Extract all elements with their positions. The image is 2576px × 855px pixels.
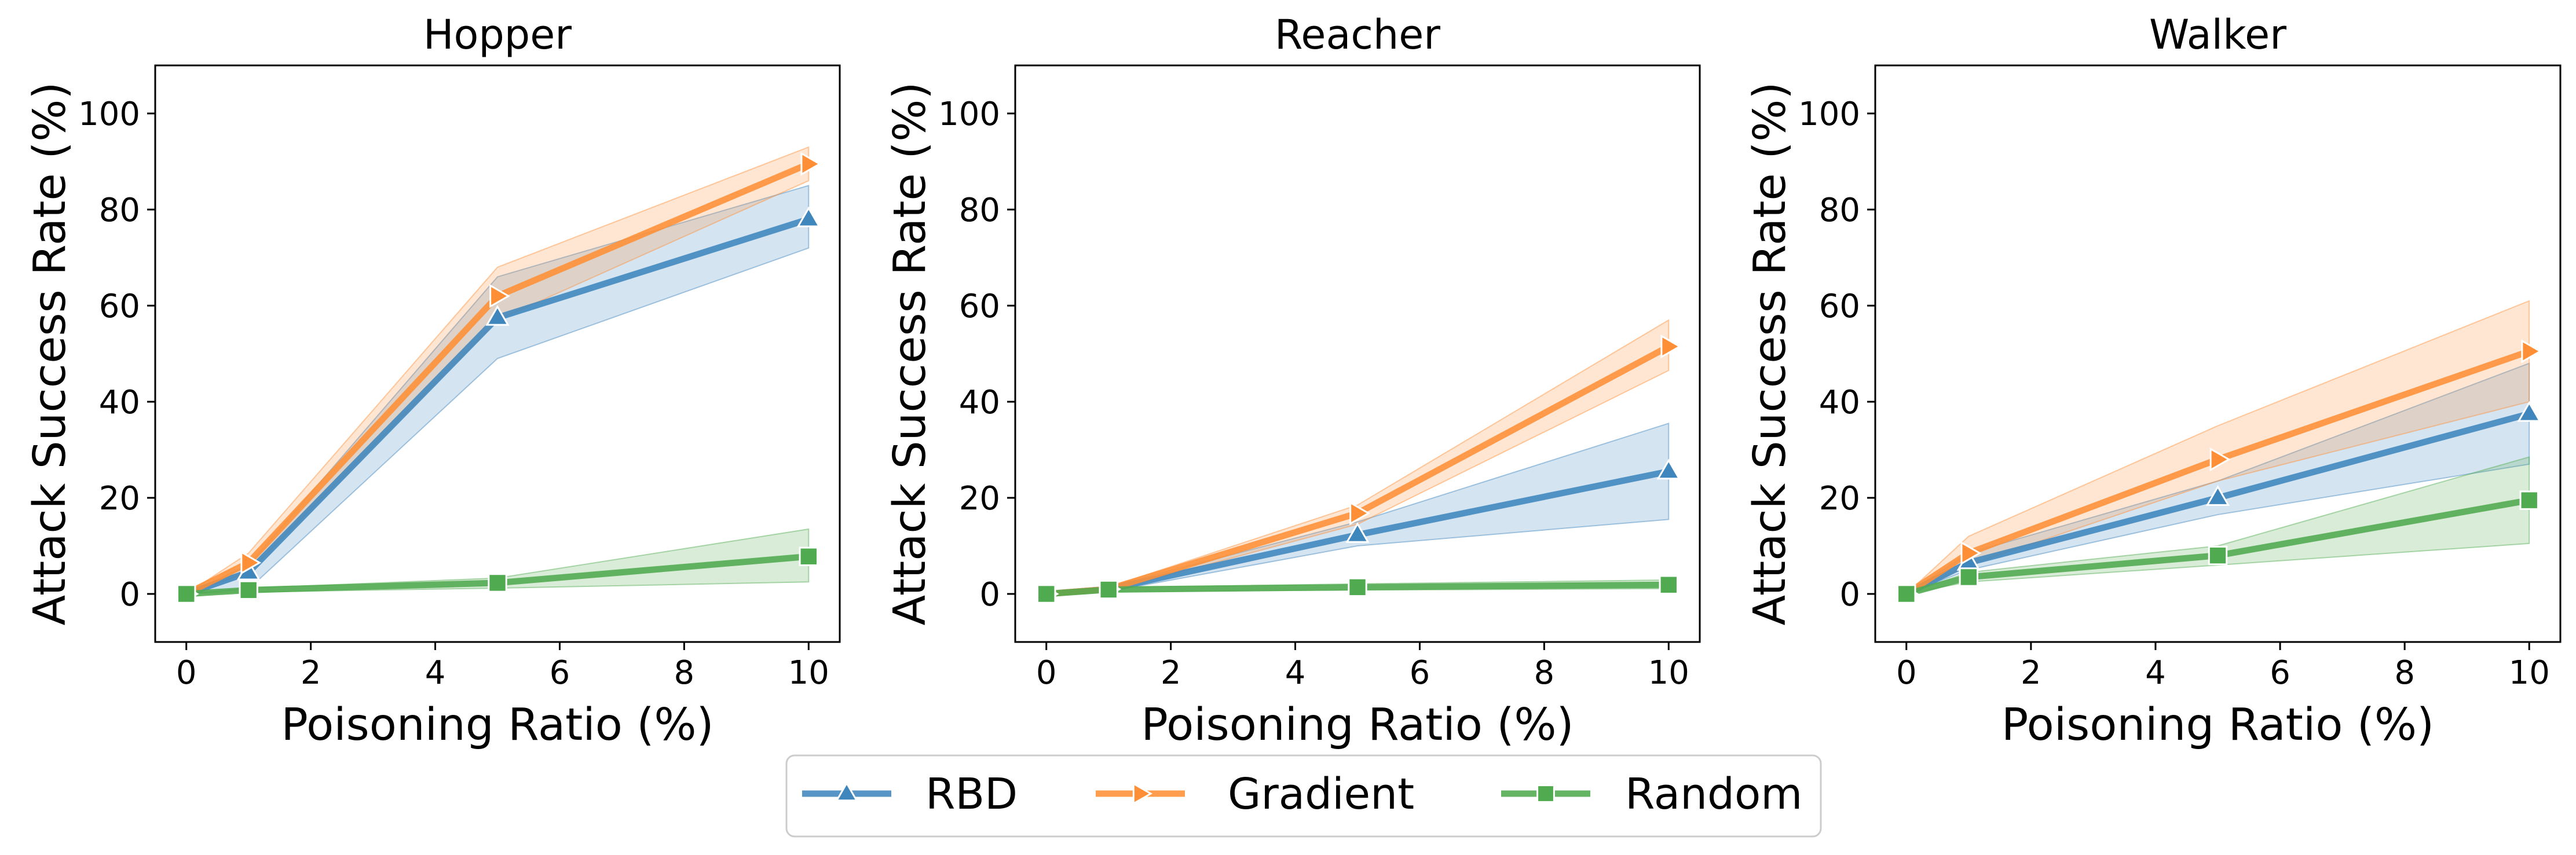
point-gradient-x1 — [240, 551, 262, 575]
y-tick-label: 60 — [1819, 288, 1860, 325]
point-rbd-x10 — [2517, 401, 2541, 422]
y-tick-label: 80 — [1819, 192, 1860, 229]
legend-marker-random — [1536, 784, 1555, 803]
y-tick-label: 20 — [99, 480, 140, 518]
point-gradient-x10 — [1660, 334, 1682, 359]
x-axis-label: Poisoning Ratio (%) — [281, 699, 713, 751]
line-random — [1046, 581, 1669, 597]
y-tick-label: 0 — [119, 576, 140, 614]
point-rbd-x10 — [796, 206, 821, 227]
panel-title: Reacher — [1275, 11, 1440, 58]
point-rbd-x10 — [1656, 458, 1681, 480]
legend-item-random: Random — [1501, 769, 1802, 819]
x-tick-label: 10 — [2509, 654, 2550, 692]
legend-item-rbd: RBD — [802, 769, 1018, 819]
x-tick-label: 2 — [301, 654, 321, 692]
legend-label-rbd: RBD — [925, 769, 1018, 819]
x-tick-label: 10 — [788, 654, 829, 692]
x-tick-label: 4 — [425, 654, 446, 692]
line-random — [186, 553, 809, 597]
x-tick-label: 6 — [1410, 654, 1430, 692]
point-random-x1 — [1099, 579, 1118, 600]
line-gradient — [185, 161, 810, 597]
point-random-x10 — [799, 546, 818, 566]
y-tick-label: 40 — [959, 384, 1000, 421]
point-random-x5 — [2208, 545, 2228, 566]
x-tick-label: 6 — [2270, 654, 2290, 692]
x-tick-label: 0 — [1896, 654, 1917, 692]
legend-item-gradient: Gradient — [1096, 769, 1414, 819]
legend-box — [785, 754, 1822, 838]
line-rbd — [1905, 410, 2530, 597]
axes-frame — [154, 64, 841, 643]
y-tick-label: 40 — [99, 384, 140, 421]
line-rbd — [185, 216, 810, 597]
x-tick-label: 0 — [1036, 654, 1057, 692]
line-random — [1905, 497, 2530, 597]
y-tick-label: 0 — [979, 576, 1000, 614]
legend-marker-rbd — [835, 781, 858, 802]
y-tick-label: 0 — [1839, 576, 1860, 614]
y-tick-label: 60 — [99, 288, 140, 325]
x-tick-label: 2 — [2021, 654, 2041, 692]
x-tick-label: 0 — [176, 654, 197, 692]
x-tick-label: 4 — [1285, 654, 1306, 692]
point-gradient-x5 — [2209, 447, 2231, 472]
point-gradient-x10 — [2521, 339, 2542, 364]
point-rbd-x5 — [485, 304, 510, 326]
x-tick-label: 10 — [1648, 654, 1689, 692]
x-tick-label: 6 — [550, 654, 570, 692]
line-gradient — [1904, 348, 2531, 597]
y-tick-label: 100 — [938, 96, 1000, 133]
legend-label-random: Random — [1625, 769, 1802, 819]
panel-title: Hopper — [423, 11, 572, 58]
axes-frame — [1874, 64, 2562, 643]
x-tick-label: 8 — [674, 654, 695, 692]
point-rbd-x5 — [2205, 485, 2230, 506]
axes-frame — [1014, 64, 1701, 643]
y-axis-label: Attack Success Rate (%) — [1744, 82, 1796, 625]
x-tick-label: 4 — [2145, 654, 2166, 692]
y-tick-label: 60 — [959, 288, 1000, 325]
point-random-x5 — [1348, 577, 1367, 597]
x-axis-label: Poisoning Ratio (%) — [2001, 699, 2434, 751]
legend-label-gradient: Gradient — [1228, 769, 1414, 819]
y-tick-label: 80 — [959, 192, 1000, 229]
y-axis-label: Attack Success Rate (%) — [24, 82, 76, 625]
y-tick-label: 20 — [1819, 480, 1860, 518]
y-tick-label: 20 — [959, 480, 1000, 518]
panel-title: Walker — [2149, 11, 2286, 58]
x-tick-label: 2 — [1161, 654, 1181, 692]
point-rbd-x5 — [1345, 522, 1370, 543]
point-random-x10 — [2519, 490, 2539, 510]
point-random-x1 — [1959, 567, 1979, 587]
point-random-x0 — [1897, 584, 1916, 604]
legend: RBD Gradient Random — [785, 754, 1822, 838]
point-gradient-x1 — [1960, 541, 1982, 566]
point-random-x5 — [488, 573, 507, 593]
y-tick-label: 40 — [1819, 384, 1860, 421]
y-tick-label: 100 — [1798, 96, 1860, 133]
y-tick-label: 80 — [99, 192, 140, 229]
point-random-x0 — [177, 584, 196, 604]
y-axis-label: Attack Success Rate (%) — [884, 82, 936, 625]
point-random-x0 — [1037, 584, 1056, 604]
point-gradient-x5 — [489, 284, 511, 309]
x-tick-label: 8 — [1534, 654, 1555, 692]
x-tick-label: 8 — [2394, 654, 2415, 692]
point-gradient-x5 — [1349, 501, 1371, 526]
legend-marker-gradient — [1132, 782, 1153, 805]
point-random-x1 — [239, 580, 258, 600]
point-random-x10 — [1659, 575, 1678, 595]
point-gradient-x10 — [800, 152, 822, 176]
x-axis-label: Poisoning Ratio (%) — [1141, 699, 1574, 751]
y-tick-label: 100 — [78, 96, 140, 133]
